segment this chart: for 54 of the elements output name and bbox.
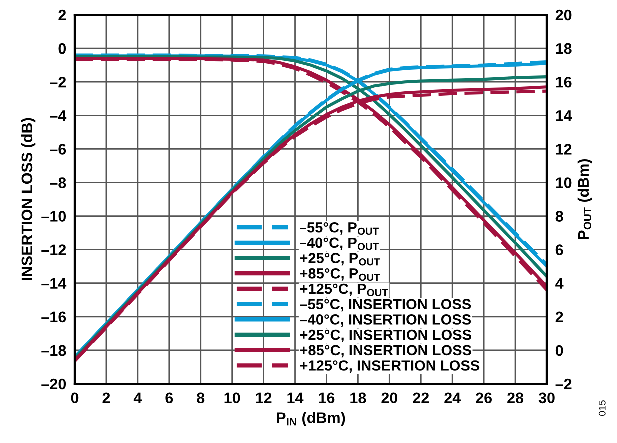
legend-label: –40°C, INSERTION LOSS (300, 314, 472, 327)
y2-tick-label: –2 (556, 378, 572, 390)
y-tick-label: 0 (58, 43, 66, 54)
x-tick-label: 14 (288, 392, 304, 404)
y-tick-label: 2 (58, 10, 66, 21)
y-tick-label: –4 (50, 110, 67, 122)
y-tick-label: –8 (50, 178, 66, 188)
y2-tick-label: 4 (556, 278, 564, 289)
y-tick-label: –2 (50, 76, 66, 88)
x-tick-label: 28 (508, 392, 524, 404)
x-tick-label: 26 (476, 392, 492, 404)
x-tick-label: 24 (444, 392, 462, 404)
x-tick-label: 4 (134, 392, 142, 404)
y2-tick-label: 20 (556, 10, 572, 21)
legend-label: –40°C, P$_{OUT}$ (300, 238, 379, 250)
y2-tick-label: 0 (556, 345, 564, 356)
legend-label: +25°C, P$_{OUT}$ (300, 253, 380, 266)
y2-tick-label: 2 (556, 312, 564, 322)
x-tick-label: 10 (224, 392, 240, 404)
y-tick-label: –12 (42, 244, 66, 256)
x-tick-label: 8 (197, 392, 205, 404)
y-tick-label: –10 (42, 211, 66, 222)
x-tick-label: 2 (102, 392, 110, 404)
y-tick-label: –16 (42, 312, 66, 323)
x-axis-title: P$_{IN}$ (dBm) (277, 412, 346, 426)
legend-label: –55°C, INSERTION LOSS (300, 299, 472, 312)
legend-label: –55°C, P$_{OUT}$ (300, 222, 379, 236)
legend-label: +85°C, P$_{OUT}$ (300, 268, 380, 282)
x-tick-label: 12 (256, 392, 272, 404)
y-axis-title: INSERTION LOSS (dB) (21, 118, 36, 280)
x-tick-label: 30 (538, 392, 555, 404)
y2-tick-label: 18 (556, 43, 572, 54)
y2-tick-label: 16 (556, 76, 572, 88)
y2-tick-label: 12 (556, 144, 572, 155)
x-tick-label: 18 (350, 392, 366, 404)
y2-tick-label: 6 (556, 244, 564, 256)
legend-label: +85°C, INSERTION LOSS (300, 345, 472, 358)
x-tick-label: 0 (71, 392, 79, 404)
legend-label: +125°C, P$_{OUT}$ (300, 284, 388, 296)
x-tick-label: 20 (382, 392, 398, 404)
y2-tick-label: 10 (556, 178, 572, 188)
x-tick-label: 6 (166, 392, 174, 404)
y-tick-label: –18 (42, 345, 66, 356)
legend-label: +25°C, INSERTION LOSS (300, 330, 472, 342)
x-tick-label: 22 (413, 392, 430, 404)
y2-tick-label: 14 (556, 110, 572, 122)
legend-label: +125°C, INSERTION LOSS (300, 360, 480, 374)
y-tick-label: –6 (50, 144, 66, 155)
y-tick-label: –20 (42, 378, 66, 390)
y-tick-label: –14 (42, 278, 67, 289)
y2-axis-title: P$_{OUT}$ (dBm) (578, 159, 592, 240)
x-tick-label: 16 (319, 392, 335, 404)
y2-tick-label: 8 (556, 211, 564, 222)
text: 015 (598, 400, 606, 416)
